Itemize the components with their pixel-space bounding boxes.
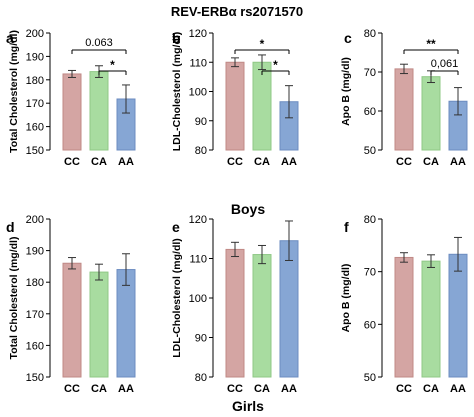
y-tick-label: 110 [189, 254, 207, 266]
y-tick-label: 200 [26, 28, 44, 40]
category-label: AA [281, 156, 297, 168]
y-tick-label: 70 [364, 67, 376, 79]
y-tick-label: 80 [364, 28, 376, 40]
bar-ca [421, 260, 441, 378]
significance-label: * [110, 58, 115, 72]
bar-ca [89, 71, 109, 151]
panel-letter: d [6, 219, 15, 235]
bar-cc [225, 61, 245, 151]
y-axis-label: Total Cholesterol (mg/dl) [8, 237, 20, 360]
y-tick-label: 70 [364, 267, 376, 279]
y-tick-label: 60 [364, 319, 376, 331]
bar-ca [89, 271, 109, 378]
panels: a 150 160 170 180 190 200 Total Cholesterol (mg… [6, 28, 468, 395]
y-tick-label: 190 [26, 246, 44, 258]
significance-label: ** [426, 37, 436, 51]
panel-letter: c [344, 30, 352, 46]
panel-letter: e [172, 219, 180, 235]
y-tick-label: 110 [189, 57, 207, 69]
category-label: CA [254, 383, 270, 395]
category-label: AA [118, 383, 134, 395]
category-label: CC [227, 156, 243, 168]
bar-cc [62, 262, 82, 378]
bar-ca [421, 76, 441, 151]
bar-cc [225, 248, 245, 378]
y-axis-label: Apo B (mg/dl) [340, 57, 352, 126]
y-tick-label: 120 [189, 214, 207, 226]
bar-aa [279, 240, 299, 378]
y-tick-label: 180 [26, 75, 44, 87]
y-tick-label: 170 [26, 98, 44, 110]
group-label-girls: Girls [232, 398, 264, 414]
significance-label: * [273, 58, 278, 72]
y-axis-label: LDL-Cholesterol (mg/dl) [171, 32, 183, 152]
category-label: CC [64, 156, 80, 168]
y-tick-label: 180 [26, 277, 44, 289]
category-label: CA [91, 383, 107, 395]
panel-a: a 150 160 170 180 190 200 Total Cholesterol (mg… [6, 28, 136, 168]
y-tick-label: 80 [195, 372, 207, 384]
category-label: CA [91, 156, 107, 168]
category-label: AA [450, 156, 466, 168]
category-label: CC [396, 156, 412, 168]
significance-label: 0,061 [431, 58, 459, 70]
y-tick-label: 190 [26, 51, 44, 63]
y-tick-label: 150 [26, 372, 44, 384]
panel-letter: b [172, 30, 181, 46]
y-tick-label: 50 [364, 372, 376, 384]
significance-label: * [260, 37, 265, 51]
y-axis-label: Total Cholesterol (mg/dl) [8, 30, 20, 153]
bar-cc [394, 256, 414, 378]
y-tick-label: 160 [26, 340, 44, 352]
category-label: AA [118, 156, 134, 168]
panel-letter: a [6, 30, 14, 46]
y-tick-label: 80 [364, 214, 376, 226]
group-label-boys: Boys [231, 201, 265, 217]
bar-cc [62, 73, 82, 151]
bar-ca [252, 61, 272, 151]
y-tick-label: 100 [189, 293, 207, 305]
y-tick-label: 120 [189, 28, 207, 40]
significance-label: 0.063 [85, 37, 113, 49]
category-label: CC [64, 383, 80, 395]
y-tick-label: 160 [26, 122, 44, 134]
y-axis-label: LDL-Cholesterol (mg/dl) [171, 238, 183, 358]
panel-letter: f [344, 219, 349, 235]
y-tick-label: 60 [364, 106, 376, 118]
category-label: CA [423, 383, 439, 395]
category-label: AA [450, 383, 466, 395]
y-tick-label: 90 [195, 116, 207, 128]
category-label: AA [281, 383, 297, 395]
bar-cc [394, 68, 414, 151]
category-label: CA [254, 156, 270, 168]
panel-c: c 50 60 70 80 Apo B (mg/dl) CC CA AA ** 0,061 [340, 28, 468, 168]
panel-e: e 80 90 100 110 120 LDL-Cholesterol (mg/dl) CC C… [171, 214, 299, 395]
y-tick-label: 50 [364, 145, 376, 157]
panel-f: f 50 60 70 80 Apo B (mg/dl) CC CA AA [340, 214, 468, 395]
category-label: CC [396, 383, 412, 395]
panel-d: d 150 160 170 180 190 200 Total Cholesterol (mg… [6, 214, 136, 395]
panel-b: b 80 90 100 110 120 LDL-Cholesterol (mg/dl) CC C… [171, 28, 299, 168]
figure-title: REV-ERBα rs2071570 [171, 4, 303, 19]
y-axis-label: Apo B (mg/dl) [340, 264, 352, 333]
y-tick-label: 150 [26, 145, 44, 157]
bar-aa [448, 253, 468, 378]
y-tick-label: 170 [26, 309, 44, 321]
y-tick-label: 200 [26, 214, 44, 226]
category-label: CA [423, 156, 439, 168]
category-label: CC [227, 383, 243, 395]
bar-ca [252, 254, 272, 378]
y-tick-label: 100 [189, 87, 207, 99]
y-tick-label: 80 [195, 145, 207, 157]
y-tick-label: 90 [195, 333, 207, 345]
